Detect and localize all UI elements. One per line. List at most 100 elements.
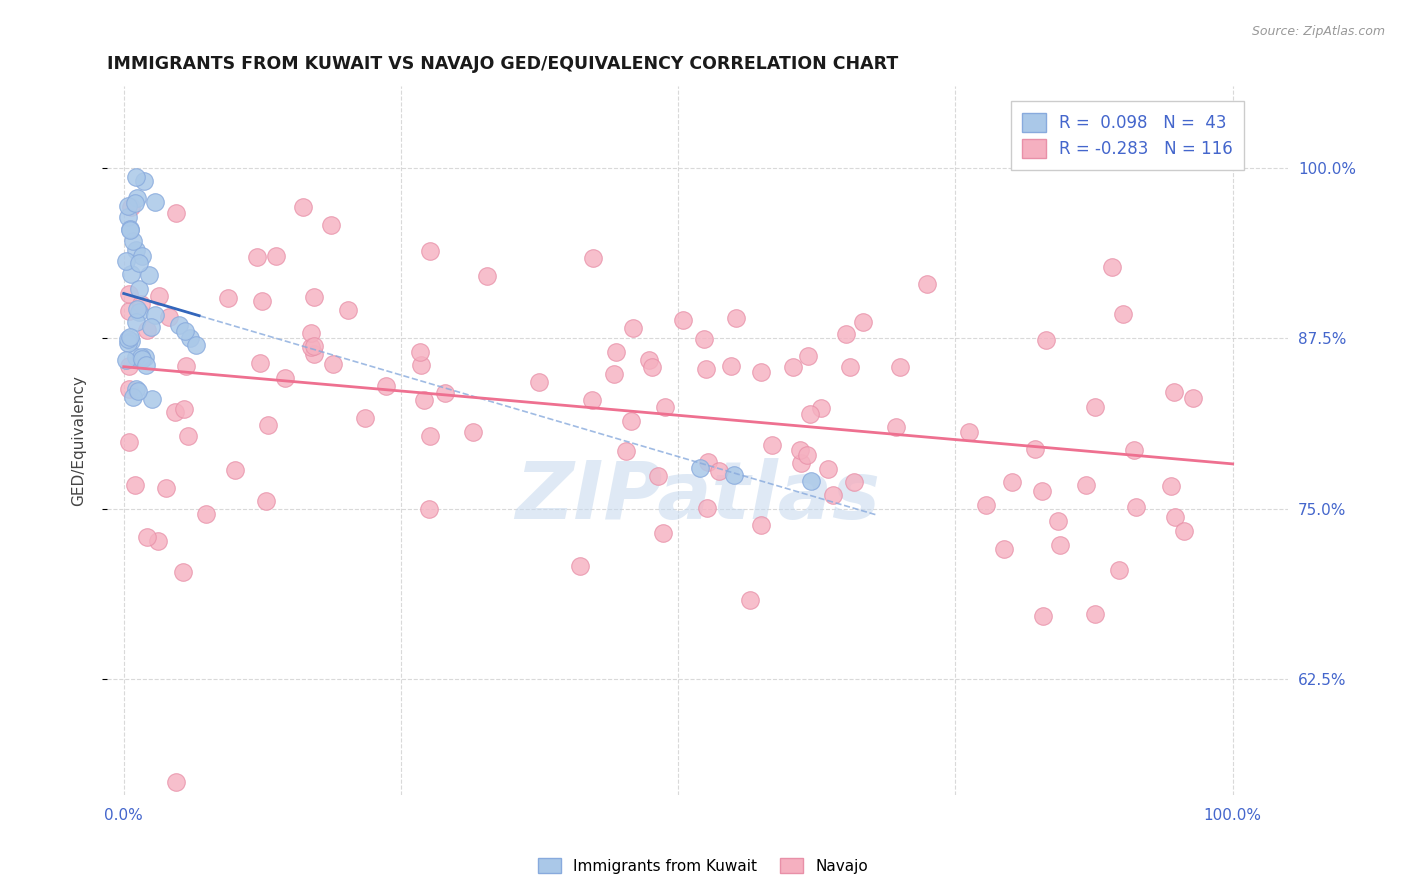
Point <box>125 301 148 316</box>
Point <box>120 223 142 237</box>
Point <box>138 268 160 283</box>
Point <box>1163 385 1185 400</box>
Point <box>375 379 398 393</box>
Point <box>834 326 856 341</box>
Point <box>299 326 322 340</box>
Point <box>136 323 159 337</box>
Point <box>143 195 166 210</box>
Point <box>337 303 360 318</box>
Point <box>409 345 432 359</box>
Point <box>165 206 187 220</box>
Point <box>115 353 138 368</box>
Point <box>720 359 742 373</box>
Point <box>761 438 783 452</box>
Point <box>568 559 591 574</box>
Point <box>434 386 457 401</box>
Point <box>128 304 150 318</box>
Point <box>120 222 142 236</box>
Point <box>782 359 804 374</box>
Point <box>409 359 432 373</box>
Point <box>118 435 141 450</box>
Point <box>319 219 342 233</box>
Point <box>141 392 163 406</box>
Point <box>463 425 485 439</box>
Point <box>125 315 148 329</box>
Point <box>250 293 273 308</box>
Point <box>143 308 166 322</box>
Point <box>117 199 139 213</box>
Text: ZIPatlas: ZIPatlas <box>515 458 880 536</box>
Point <box>852 315 875 329</box>
Point <box>117 210 139 224</box>
Point <box>302 290 325 304</box>
Point <box>603 367 626 381</box>
Point <box>790 456 813 470</box>
Point <box>184 338 207 352</box>
Point <box>1084 400 1107 414</box>
Point <box>134 174 156 188</box>
Point <box>1101 260 1123 274</box>
Point <box>740 593 762 607</box>
Point <box>120 334 142 348</box>
Point <box>621 321 644 335</box>
Point <box>117 332 139 346</box>
Point <box>155 481 177 495</box>
Point <box>118 330 141 344</box>
Point <box>167 318 190 332</box>
Point <box>647 468 669 483</box>
Point <box>128 256 150 270</box>
Point <box>1074 477 1097 491</box>
Point <box>797 349 820 363</box>
Point <box>418 502 440 516</box>
Point <box>1049 538 1071 552</box>
Point <box>264 248 287 262</box>
Point <box>1125 500 1147 515</box>
Point <box>127 384 149 398</box>
Point <box>413 393 436 408</box>
Point <box>224 463 246 477</box>
Point <box>257 418 280 433</box>
Point <box>135 530 157 544</box>
Point <box>974 498 997 512</box>
Y-axis label: GED/Equivalency: GED/Equivalency <box>72 376 86 506</box>
Point <box>689 460 711 475</box>
Point <box>246 250 269 264</box>
Point <box>120 267 142 281</box>
Point <box>165 405 187 419</box>
Point <box>114 253 136 268</box>
Point <box>821 488 844 502</box>
Point <box>124 478 146 492</box>
Point <box>179 331 201 345</box>
Point <box>696 500 718 515</box>
Point <box>299 340 322 354</box>
Point <box>125 243 148 257</box>
Point <box>134 350 156 364</box>
Point <box>131 351 153 366</box>
Point <box>723 467 745 482</box>
Point <box>477 268 499 283</box>
Point <box>749 518 772 533</box>
Point <box>709 464 731 478</box>
Point <box>789 443 811 458</box>
Point <box>884 419 907 434</box>
Point <box>889 359 911 374</box>
Point <box>1108 563 1130 577</box>
Point <box>614 444 637 458</box>
Point <box>418 244 440 259</box>
Point <box>1112 307 1135 321</box>
Point <box>125 382 148 396</box>
Point <box>174 359 197 373</box>
Point <box>125 350 148 364</box>
Point <box>173 325 195 339</box>
Point <box>529 375 551 389</box>
Point <box>672 312 695 326</box>
Point <box>322 357 344 371</box>
Point <box>1035 333 1057 347</box>
Point <box>695 362 717 376</box>
Point <box>125 169 148 184</box>
Point <box>131 296 153 310</box>
Point <box>1024 442 1046 457</box>
Point <box>304 347 326 361</box>
Point <box>302 339 325 353</box>
Point <box>605 345 627 359</box>
